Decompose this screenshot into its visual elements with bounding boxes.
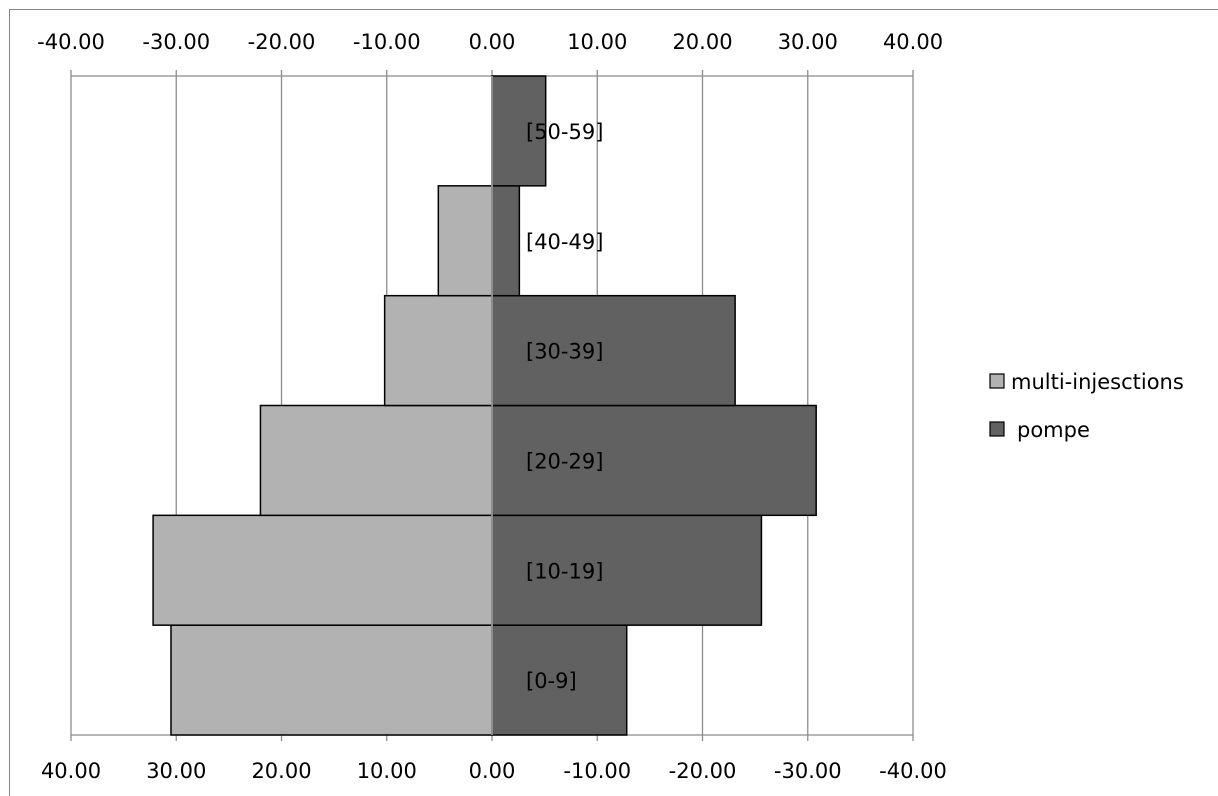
bar-left-2 bbox=[259, 404, 493, 517]
bottom-tick-label: -30.00 bbox=[774, 759, 842, 783]
top-tick-label: 10.00 bbox=[567, 30, 627, 54]
bar-right-4 bbox=[491, 185, 521, 297]
top-tick-label: -10.00 bbox=[353, 30, 421, 54]
bottom-tick-label: 10.00 bbox=[357, 759, 417, 783]
category-label: [10-19] bbox=[526, 559, 603, 583]
bottom-tick-label: 0.00 bbox=[469, 759, 516, 783]
top-tick-label: -40.00 bbox=[37, 30, 105, 54]
bar-right-5 bbox=[491, 75, 547, 187]
top-tick-label: -30.00 bbox=[142, 30, 210, 54]
legend-swatch bbox=[989, 421, 1005, 437]
bar-right-3 bbox=[491, 294, 736, 407]
bar-left-0 bbox=[170, 624, 493, 736]
bottom-tick-label: 30.00 bbox=[146, 759, 206, 783]
top-tick-label: 20.00 bbox=[672, 30, 732, 54]
bar-left-1 bbox=[152, 514, 493, 626]
legend-label: multi-injesctions bbox=[1011, 370, 1184, 394]
top-tick-label: 40.00 bbox=[883, 30, 943, 54]
category-label: [30-39] bbox=[526, 340, 603, 364]
bottom-tick-label: 20.00 bbox=[251, 759, 311, 783]
bar-right-2 bbox=[491, 404, 817, 517]
top-tick-label: 0.00 bbox=[469, 30, 516, 54]
bottom-tick-label: 40.00 bbox=[41, 759, 101, 783]
bar-left-4 bbox=[437, 185, 493, 297]
category-label: [40-49] bbox=[526, 230, 603, 254]
legend: multi-injesctions pompe bbox=[989, 370, 1184, 442]
category-label: [0-9] bbox=[526, 669, 577, 693]
category-label: [20-29] bbox=[526, 449, 603, 473]
legend-swatch bbox=[989, 373, 1005, 389]
bar-left-3 bbox=[383, 294, 493, 407]
top-tick-label: -20.00 bbox=[248, 30, 316, 54]
category-label: [50-59] bbox=[526, 120, 603, 144]
chart-frame bbox=[9, 9, 1218, 796]
top-tick-label: 30.00 bbox=[778, 30, 838, 54]
bottom-tick-label: -40.00 bbox=[879, 759, 947, 783]
bottom-tick-label: -10.00 bbox=[563, 759, 631, 783]
legend-label: pompe bbox=[1017, 418, 1090, 442]
bottom-tick-label: -20.00 bbox=[669, 759, 737, 783]
